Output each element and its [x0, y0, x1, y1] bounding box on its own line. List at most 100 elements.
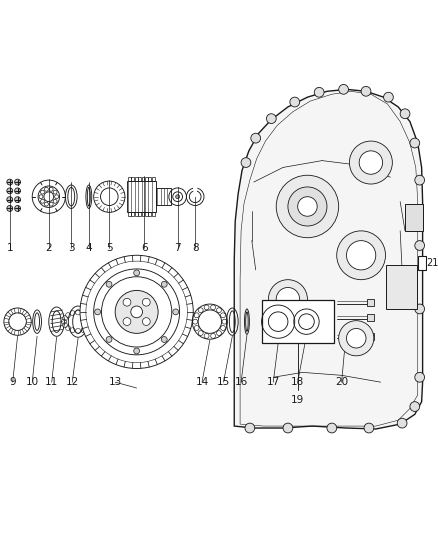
Text: 18: 18 [291, 377, 304, 387]
Text: 2: 2 [46, 244, 52, 254]
Circle shape [283, 423, 293, 433]
Bar [148, 212, 151, 216]
Circle shape [161, 281, 167, 287]
Circle shape [327, 423, 337, 433]
Circle shape [14, 197, 21, 203]
Circle shape [268, 280, 307, 319]
Text: 10: 10 [26, 377, 39, 387]
Circle shape [95, 309, 101, 315]
Bar [131, 212, 134, 216]
Circle shape [106, 336, 112, 342]
Circle shape [7, 188, 13, 194]
Bar [138, 177, 141, 181]
Text: 9: 9 [9, 377, 16, 387]
Bar [385, 265, 417, 309]
Circle shape [397, 418, 407, 428]
Circle shape [290, 97, 300, 107]
Text: 13: 13 [109, 377, 122, 387]
Circle shape [410, 402, 420, 411]
Circle shape [161, 336, 167, 342]
Circle shape [142, 298, 150, 306]
Circle shape [115, 290, 158, 333]
Circle shape [276, 175, 339, 238]
Bar [367, 314, 374, 321]
Text: 1: 1 [7, 244, 13, 254]
Circle shape [7, 206, 13, 212]
Polygon shape [234, 90, 423, 429]
Bar [128, 177, 131, 181]
Text: 12: 12 [66, 377, 79, 387]
Text: 4: 4 [85, 244, 92, 254]
Circle shape [288, 187, 327, 226]
Circle shape [134, 270, 140, 276]
Circle shape [415, 240, 424, 251]
Bar [135, 177, 138, 181]
Bar [145, 212, 148, 216]
Circle shape [14, 206, 21, 212]
Text: 19: 19 [291, 395, 304, 405]
Text: 6: 6 [141, 244, 148, 254]
Circle shape [245, 423, 255, 433]
Bar [141, 177, 145, 181]
Text: 5: 5 [106, 244, 113, 254]
Circle shape [346, 240, 376, 270]
Circle shape [176, 195, 180, 199]
Circle shape [415, 304, 424, 314]
Bar [405, 204, 423, 231]
Circle shape [266, 114, 276, 124]
Bar [418, 256, 426, 270]
Circle shape [142, 318, 150, 326]
Bar [367, 299, 374, 306]
Circle shape [384, 92, 393, 102]
Circle shape [364, 423, 374, 433]
Bar [141, 212, 145, 216]
Circle shape [251, 133, 261, 143]
Bar [138, 212, 141, 216]
Circle shape [337, 231, 385, 280]
Text: 21: 21 [427, 258, 438, 268]
Text: 15: 15 [217, 377, 230, 387]
Bar [131, 177, 134, 181]
Bar [127, 181, 156, 212]
Circle shape [241, 158, 251, 167]
Circle shape [123, 298, 131, 306]
Wedge shape [194, 188, 197, 197]
Circle shape [44, 192, 54, 201]
Circle shape [14, 179, 21, 185]
Circle shape [350, 141, 392, 184]
Text: 8: 8 [192, 244, 198, 254]
Circle shape [361, 86, 371, 96]
Text: 14: 14 [195, 377, 208, 387]
Bar [148, 177, 151, 181]
Circle shape [314, 87, 324, 97]
Circle shape [80, 255, 193, 368]
Bar [152, 177, 155, 181]
Wedge shape [194, 191, 196, 197]
Circle shape [123, 318, 131, 326]
Circle shape [7, 197, 13, 203]
Circle shape [298, 197, 317, 216]
Circle shape [38, 186, 60, 207]
Circle shape [400, 109, 410, 119]
Bar [135, 212, 138, 216]
Circle shape [415, 175, 424, 185]
Circle shape [276, 287, 300, 311]
Circle shape [131, 306, 142, 318]
Bar [128, 212, 131, 216]
Circle shape [339, 321, 374, 356]
Bar [261, 300, 334, 343]
Circle shape [415, 373, 424, 382]
Bar [367, 333, 374, 340]
Circle shape [346, 328, 366, 348]
Circle shape [339, 84, 349, 94]
Bar [152, 212, 155, 216]
Circle shape [106, 281, 112, 287]
Text: 20: 20 [335, 377, 348, 387]
Text: 7: 7 [174, 244, 181, 254]
Circle shape [173, 309, 179, 315]
Circle shape [410, 138, 420, 148]
Text: 3: 3 [68, 244, 74, 254]
Circle shape [32, 180, 65, 213]
Bar [156, 188, 171, 206]
Text: 17: 17 [267, 377, 280, 387]
